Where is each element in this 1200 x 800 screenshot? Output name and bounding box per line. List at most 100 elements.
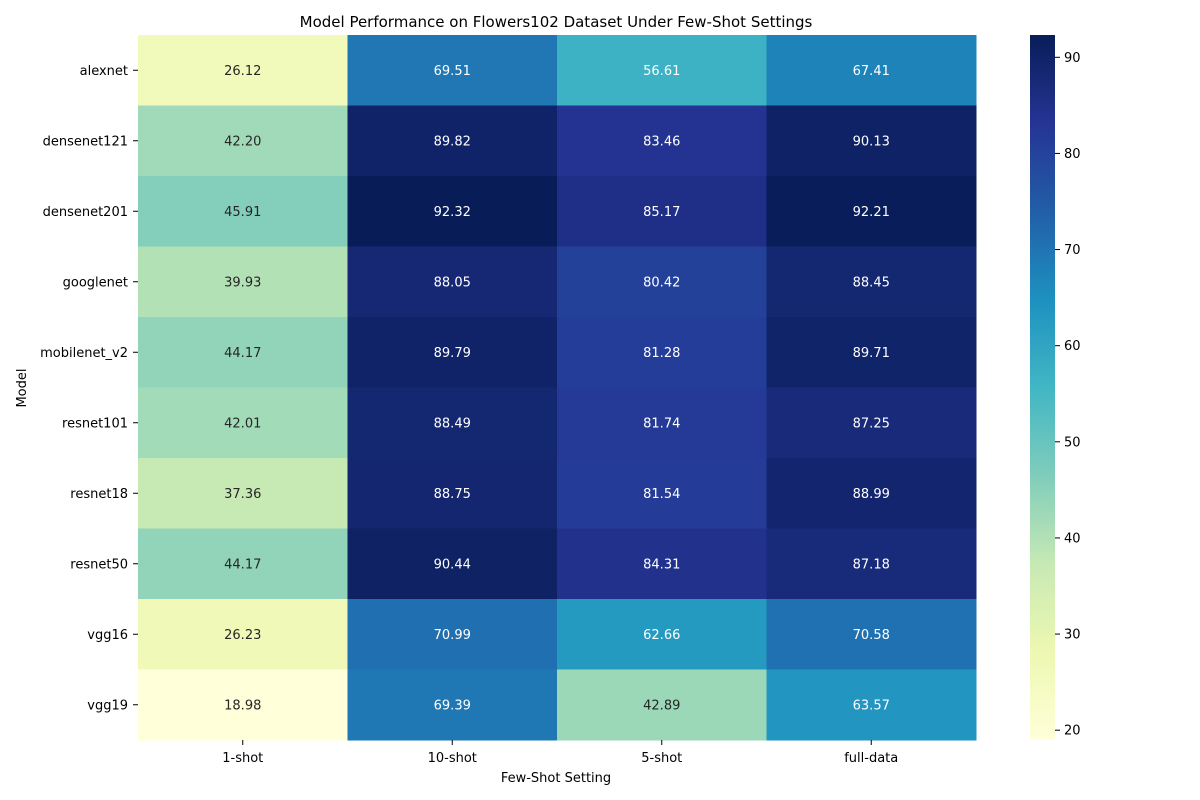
cell-value-label: 69.39 xyxy=(434,698,471,713)
colorbar-tick-label: 70 xyxy=(1064,243,1081,258)
cell-value-label: 70.58 xyxy=(853,628,890,643)
colorbar-tick-label: 90 xyxy=(1064,51,1081,66)
cell-value-label: 89.82 xyxy=(434,134,471,149)
x-tick-label: 5-shot xyxy=(641,751,682,766)
cell-value-label: 62.66 xyxy=(643,628,680,643)
y-tick-label: resnet50 xyxy=(70,557,128,572)
cell-value-label: 45.91 xyxy=(224,205,261,220)
heatmap-cell xyxy=(557,105,767,177)
y-tick-label: densenet201 xyxy=(43,205,128,220)
heatmap-cell xyxy=(766,176,977,247)
cell-value-label: 39.93 xyxy=(224,275,261,290)
y-tick-label: alexnet xyxy=(80,64,128,79)
cell-value-label: 88.45 xyxy=(853,275,890,290)
y-tick-labels: alexnet densenet121 densenet201 googlenet mo… xyxy=(40,64,138,713)
cell-value-label: 85.17 xyxy=(643,205,680,220)
cell-value-label: 89.79 xyxy=(434,346,471,361)
cell-value-label: 88.05 xyxy=(434,275,471,290)
heatmap-cell xyxy=(557,246,767,318)
heatmap-cell xyxy=(766,599,977,670)
cell-value-label: 42.89 xyxy=(643,698,680,713)
heatmap-cell xyxy=(138,458,348,529)
cell-value-label: 84.31 xyxy=(643,557,680,572)
chart-title: Model Performance on Flowers102 Dataset … xyxy=(300,13,813,31)
cell-value-label: 56.61 xyxy=(643,64,680,79)
heatmap-cell xyxy=(347,669,558,741)
heatmap-cell xyxy=(557,35,767,106)
heatmap-cell xyxy=(557,458,767,529)
heatmap-cell xyxy=(766,317,977,388)
heatmap-cell xyxy=(557,387,767,459)
heatmap-cell xyxy=(138,176,348,247)
cell-value-label: 92.32 xyxy=(434,205,471,220)
colorbar-ticks: 20 30 40 50 60 70 80 90 xyxy=(1055,51,1081,739)
cell-value-label: 44.17 xyxy=(224,557,261,572)
cell-value-label: 63.57 xyxy=(853,698,890,713)
cell-value-label: 70.99 xyxy=(434,628,471,643)
heatmap-cell xyxy=(557,317,767,388)
cell-value-label: 88.75 xyxy=(434,487,471,502)
cell-value-label: 26.23 xyxy=(224,628,261,643)
x-tick-labels: 1-shot 10-shot 5-shot full-data xyxy=(222,740,898,766)
heatmap-cell xyxy=(557,599,767,670)
cell-value-label: 81.28 xyxy=(643,346,680,361)
colorbar-tick-label: 40 xyxy=(1064,531,1081,546)
colorbar-tick-label: 60 xyxy=(1064,339,1081,354)
cell-value-label: 90.44 xyxy=(434,557,471,572)
heatmap-cell xyxy=(138,669,348,741)
colorbar-gradient xyxy=(1030,35,1055,740)
heatmap-cell xyxy=(138,528,348,600)
heatmap-cell xyxy=(766,528,977,600)
heatmap-cell xyxy=(138,246,348,318)
cell-value-label: 26.12 xyxy=(224,64,261,79)
cell-value-label: 90.13 xyxy=(853,134,890,149)
heatmap-cell xyxy=(138,599,348,670)
x-tick-label: full-data xyxy=(844,751,898,766)
heatmap-cell xyxy=(347,35,558,106)
heatmap-cell xyxy=(347,317,558,388)
cell-value-label: 87.18 xyxy=(853,557,890,572)
cell-value-label: 81.54 xyxy=(643,487,680,502)
y-tick-label: vgg16 xyxy=(87,628,128,643)
heatmap-cell xyxy=(138,105,348,177)
heatmap-cell xyxy=(766,35,977,106)
heatmap-cell xyxy=(557,176,767,247)
colorbar-tick-label: 20 xyxy=(1064,724,1081,739)
cell-value-label: 42.01 xyxy=(224,416,261,431)
heatmap-cell xyxy=(347,599,558,670)
heatmap-cell xyxy=(766,105,977,177)
y-tick-label: mobilenet_v2 xyxy=(40,346,128,361)
heatmap-cell xyxy=(766,246,977,318)
heatmap-cell xyxy=(347,528,558,600)
colorbar-tick-label: 80 xyxy=(1064,147,1081,162)
heatmap-cell xyxy=(557,669,767,741)
y-tick-label: vgg19 xyxy=(87,698,128,713)
cell-value-label: 44.17 xyxy=(224,346,261,361)
heatmap-cell xyxy=(766,387,977,459)
y-tick-label: resnet101 xyxy=(62,416,128,431)
colorbar-tick-label: 30 xyxy=(1064,628,1081,643)
x-tick-label: 10-shot xyxy=(428,751,477,766)
heatmap-cell xyxy=(557,528,767,600)
cell-value-label: 92.21 xyxy=(853,205,890,220)
cell-value-label: 42.20 xyxy=(224,134,261,149)
cell-value-label: 83.46 xyxy=(643,134,680,149)
cell-value-label: 81.74 xyxy=(643,416,680,431)
heatmap-cells: 26.12 69.51 56.61 67.41 42.20 89.82 83.46 90.13… xyxy=(138,35,977,741)
colorbar: 20 30 40 50 60 70 80 90 xyxy=(1030,35,1081,740)
cell-value-label: 87.25 xyxy=(853,416,890,431)
heatmap-cell xyxy=(347,387,558,459)
cell-value-label: 88.49 xyxy=(434,416,471,431)
heatmap-cell xyxy=(138,35,348,106)
heatmap-cell xyxy=(138,387,348,459)
cell-value-label: 89.71 xyxy=(853,346,890,361)
heatmap-cell xyxy=(347,105,558,177)
y-tick-label: googlenet xyxy=(63,275,128,290)
colorbar-tick-label: 50 xyxy=(1064,435,1081,450)
heatmap-cell xyxy=(766,458,977,529)
heatmap-cell xyxy=(347,458,558,529)
cell-value-label: 88.99 xyxy=(853,487,890,502)
y-tick-label: densenet121 xyxy=(43,134,128,149)
heatmap-cell xyxy=(347,176,558,247)
